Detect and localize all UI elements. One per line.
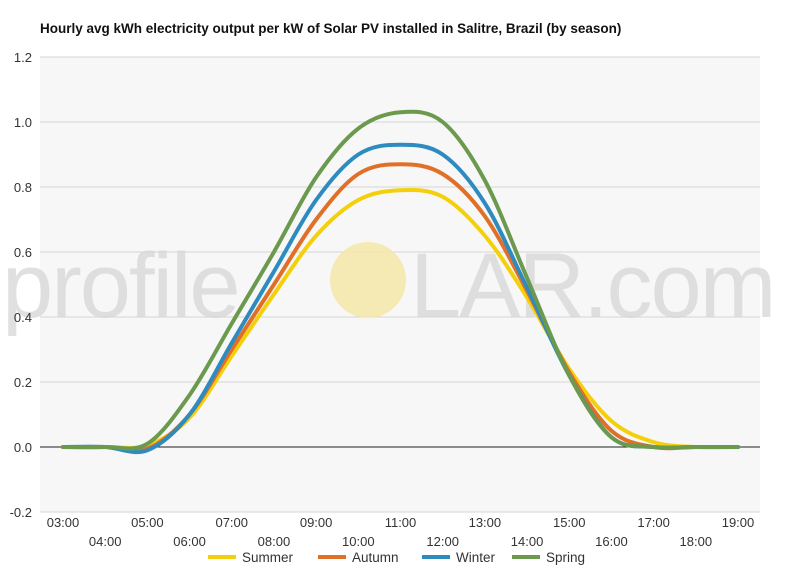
grid-layer — [40, 56, 760, 513]
x-tick-label: 14:00 — [511, 534, 544, 549]
y-tick-label: 1.0 — [14, 115, 32, 130]
x-tick-label: 19:00 — [722, 515, 755, 530]
x-tick-label: 04:00 — [89, 534, 122, 549]
y-tick-label: 0.6 — [14, 245, 32, 260]
y-tick-label: 0.8 — [14, 180, 32, 195]
watermark: profile LAR.com — [2, 235, 776, 337]
legend-label-spring: Spring — [546, 550, 585, 565]
x-tick-label: 05:00 — [131, 515, 164, 530]
x-tick-label: 08:00 — [258, 534, 291, 549]
x-tick-label: 15:00 — [553, 515, 586, 530]
chart-title: Hourly avg kWh electricity output per kW… — [40, 21, 621, 36]
x-tick-label: 09:00 — [300, 515, 333, 530]
x-tick-label: 17:00 — [637, 515, 670, 530]
x-tick-label: 12:00 — [426, 534, 459, 549]
legend-label-winter: Winter — [456, 550, 496, 565]
legend: Summer Autumn Winter Spring — [208, 550, 585, 565]
x-tick-label: 16:00 — [595, 534, 628, 549]
y-tick-label: -0.2 — [10, 505, 32, 520]
legend-label-summer: Summer — [242, 550, 294, 565]
y-tick-label: 0.0 — [14, 440, 32, 455]
series-layer — [61, 109, 740, 455]
series-line-spring — [61, 109, 740, 451]
x-axis-ticks: 03:00 04:00 05:00 06:00 07:00 08:00 09:00 10:00… — [47, 515, 755, 549]
y-tick-label: 1.2 — [14, 50, 32, 65]
x-tick-label: 10:00 — [342, 534, 375, 549]
x-tick-label: 11:00 — [385, 515, 417, 530]
y-axis-ticks: -0.2 0.0 0.2 0.4 0.6 0.8 1.0 1.2 — [10, 50, 32, 520]
x-tick-label: 18:00 — [680, 534, 713, 549]
y-tick-label: 0.4 — [14, 310, 32, 325]
x-tick-label: 06:00 — [173, 534, 206, 549]
x-tick-label: 07:00 — [215, 515, 248, 530]
x-tick-label: 03:00 — [47, 515, 80, 530]
watermark-text-left: profile — [2, 235, 239, 337]
x-tick-label: 13:00 — [469, 515, 502, 530]
y-tick-label: 0.2 — [14, 375, 32, 390]
watermark-text-right: LAR.com — [410, 235, 774, 337]
watermark-sun — [330, 242, 406, 318]
legend-label-autumn: Autumn — [352, 550, 399, 565]
